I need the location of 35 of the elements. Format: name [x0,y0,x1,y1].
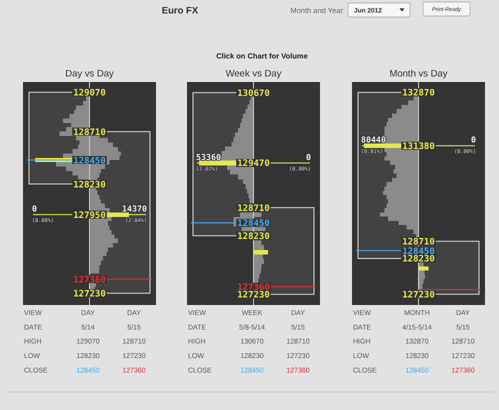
y-tick-label: 127230 [402,290,435,300]
ref-line-label: 128450 [73,156,106,166]
annotation: 14370 [122,204,147,214]
y-tick-label: 127230 [73,290,106,300]
bar [418,270,424,275]
y-tick-label: 128710 [73,128,106,138]
ref-line-label: 127360 [73,275,106,286]
y-tick-label: 128230 [73,180,106,190]
bar [90,221,108,226]
chart-title: Day vs Day [65,68,114,80]
y-tick-label: 128710 [402,238,435,248]
ref-line-label: 127950 [73,210,106,221]
y-tick-label: 130670 [237,88,270,99]
chart-title: Week vs Day [226,68,282,80]
chart-title: Month vs Day [389,68,448,80]
y-tick-label: 128230 [402,254,435,265]
text: Euro FX [162,6,199,16]
ref-line-label: 128450 [237,219,270,230]
y-tick-label: 132870 [402,88,435,99]
bar [418,266,428,271]
ref-line-label: 129470 [237,159,270,170]
annotation: 80440 [361,134,386,145]
bar [386,152,418,156]
annotation: 53360 [196,152,221,162]
bar [86,96,90,102]
bar [254,250,268,255]
annotation: 0 [32,204,37,214]
y-tick-label: 128230 [237,232,270,242]
y-tick-label: 127230 [237,290,270,301]
bar [76,105,90,110]
y-tick-label: 128710 [237,204,270,214]
y-tick-label: 129070 [73,88,106,99]
ref-line-label: 131380 [402,142,435,152]
annotation: 0 [471,134,476,145]
annotation: 0 [306,152,311,162]
